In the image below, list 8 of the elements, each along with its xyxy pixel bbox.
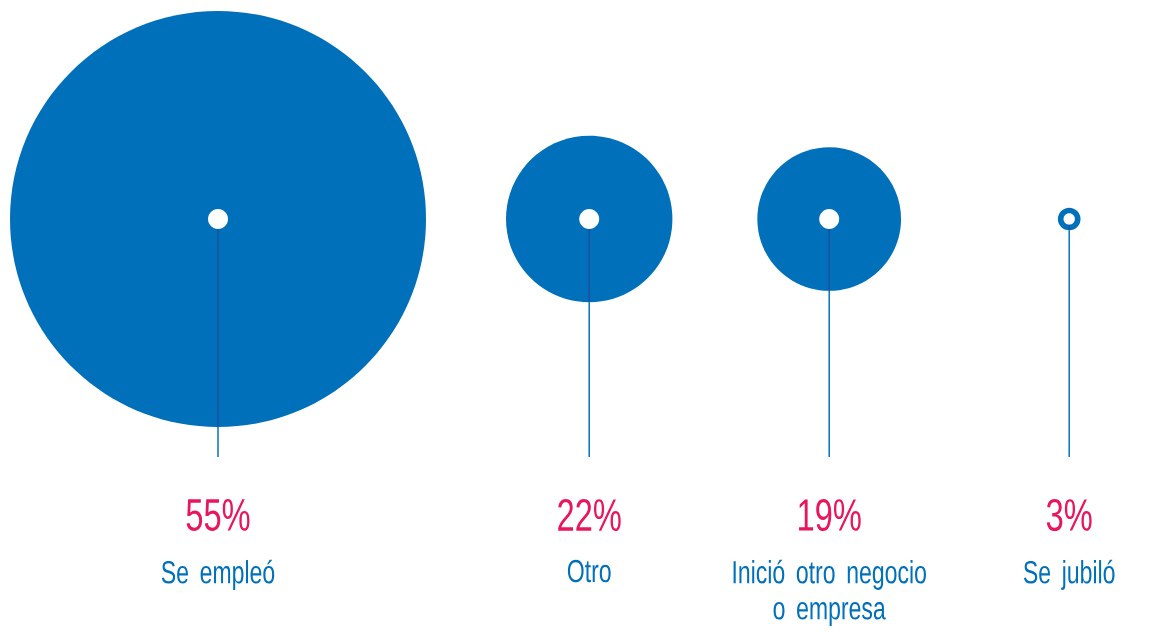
category-label: Otro [567, 559, 611, 583]
data-label: 22% [558, 499, 621, 531]
data-label: 55% [186, 499, 250, 531]
category-label: Inició otro negocio o empresa [733, 559, 926, 626]
data-label: 19% [799, 498, 861, 532]
category-label: Se jubiló [1023, 559, 1115, 590]
data-label: 3% [1046, 498, 1092, 532]
category-label: Se empleó [161, 559, 275, 590]
